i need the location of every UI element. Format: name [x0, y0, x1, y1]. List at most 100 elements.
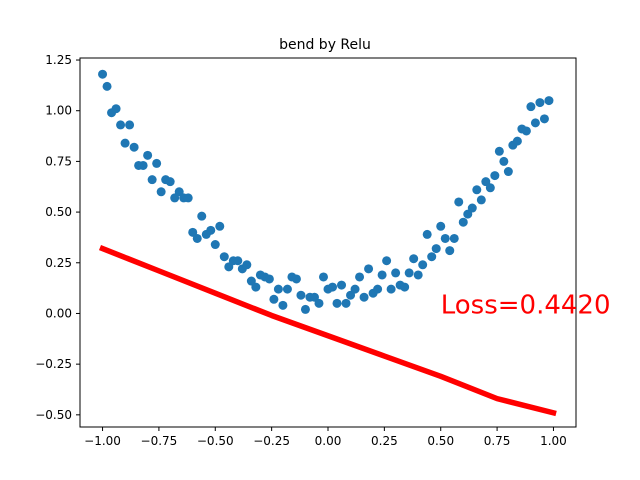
scatter-point: [499, 156, 509, 166]
scatter-point: [215, 221, 225, 231]
scatter-point: [413, 270, 423, 280]
scatter-point: [143, 150, 153, 160]
y-tick-label: 0.75: [45, 154, 72, 168]
scatter-point: [314, 298, 324, 308]
y-tick-label: −0.50: [35, 408, 72, 422]
scatter-point: [192, 233, 202, 243]
scatter-point: [282, 284, 292, 294]
x-tick-label: 0.75: [484, 434, 511, 448]
scatter-point: [242, 260, 252, 270]
x-tick-label: −0.25: [253, 434, 290, 448]
scatter-point: [472, 185, 482, 195]
scatter-point: [476, 195, 486, 205]
scatter-point: [98, 69, 108, 79]
scatter-point: [129, 142, 139, 152]
scatter-point: [539, 114, 549, 124]
scatter-point: [373, 284, 383, 294]
scatter-point: [318, 272, 328, 282]
scatter-point: [377, 270, 387, 280]
scatter-point: [503, 167, 513, 177]
scatter-point: [152, 158, 162, 168]
scatter-point: [440, 233, 450, 243]
scatter-point: [337, 280, 347, 290]
x-axis: −1.00 −0.75 −0.50 −0.25 0.00 0.25 0.50 0.75 1.00: [84, 427, 567, 448]
x-tick-label: 1.00: [540, 434, 567, 448]
scatter-point: [490, 171, 500, 181]
scatter-point: [147, 175, 157, 185]
y-tick-label: 0.00: [45, 306, 72, 320]
scatter-point: [458, 217, 468, 227]
x-tick-label: −1.00: [84, 434, 121, 448]
scatter-point: [391, 268, 401, 278]
scatter-point: [400, 282, 410, 292]
scatter-point: [273, 284, 283, 294]
scatter-point: [183, 193, 193, 203]
y-tick-label: 1.25: [45, 53, 72, 67]
scatter-point: [251, 282, 261, 292]
scatter-point: [364, 264, 374, 274]
scatter-point: [382, 256, 392, 266]
scatter-point: [355, 272, 365, 282]
scatter-point: [328, 282, 338, 292]
y-tick-label: −0.25: [35, 357, 72, 371]
scatter-point: [341, 298, 351, 308]
scatter-point: [530, 118, 540, 128]
scatter-point: [138, 160, 148, 170]
scatter-point: [264, 274, 274, 284]
scatter-point: [233, 256, 243, 266]
scatter-point: [485, 183, 495, 193]
plot-area: [98, 69, 557, 417]
axes-frame: [79, 57, 577, 428]
y-tick-label: 1.00: [45, 104, 72, 118]
x-tick-label: 0.50: [427, 434, 454, 448]
scatter-point: [116, 120, 126, 130]
scatter-point: [386, 284, 396, 294]
axes-border: [79, 57, 577, 428]
scatter-point: [296, 290, 306, 300]
scatter-point: [269, 294, 279, 304]
scatter-point: [120, 138, 130, 148]
x-tick-label: 0.25: [371, 434, 398, 448]
scatter-point: [404, 268, 414, 278]
scatter-point: [521, 126, 531, 136]
x-tick-label: −0.50: [197, 434, 234, 448]
scatter-point: [332, 298, 342, 308]
chart-title: bend by Relu: [279, 37, 371, 53]
scatter-point: [544, 96, 554, 106]
scatter-point: [300, 304, 310, 314]
y-tick-label: 0.50: [45, 205, 72, 219]
scatter-point: [197, 211, 207, 221]
scatter-point: [512, 136, 522, 146]
scatter-point: [291, 274, 301, 284]
scatter-point: [436, 221, 446, 231]
scatter-point: [125, 120, 135, 130]
scatter-point: [418, 260, 428, 270]
scatter-point: [409, 254, 419, 264]
scatter-point: [445, 246, 455, 256]
scatter-point: [206, 225, 216, 235]
scatter-point: [454, 197, 464, 207]
scatter-point: [210, 240, 220, 250]
x-tick-label: −0.75: [141, 434, 178, 448]
scatter-point: [165, 177, 175, 187]
scatter-point: [219, 252, 229, 262]
x-tick-label: 0.00: [315, 434, 342, 448]
scatter-point: [494, 146, 504, 156]
annotations: Loss=0.4420: [441, 290, 611, 320]
scatter-point: [359, 292, 369, 302]
scatter-point: [449, 233, 459, 243]
scatter-point: [156, 187, 166, 197]
scatter-point: [526, 102, 536, 112]
scatter-point: [111, 104, 121, 114]
y-axis: −0.50 −0.25 0.00 0.25 0.50 0.75 1.00 1.25: [35, 53, 80, 422]
scatter-point: [278, 300, 288, 310]
fit-line: [98, 245, 557, 417]
loss-annotation: Loss=0.4420: [441, 290, 611, 320]
scatter-point: [350, 284, 360, 294]
y-tick-label: 0.25: [45, 256, 72, 270]
scatter-point: [467, 203, 477, 213]
scatter-point: [102, 81, 112, 91]
scatter-point: [422, 229, 432, 239]
scatter-point: [431, 244, 441, 254]
